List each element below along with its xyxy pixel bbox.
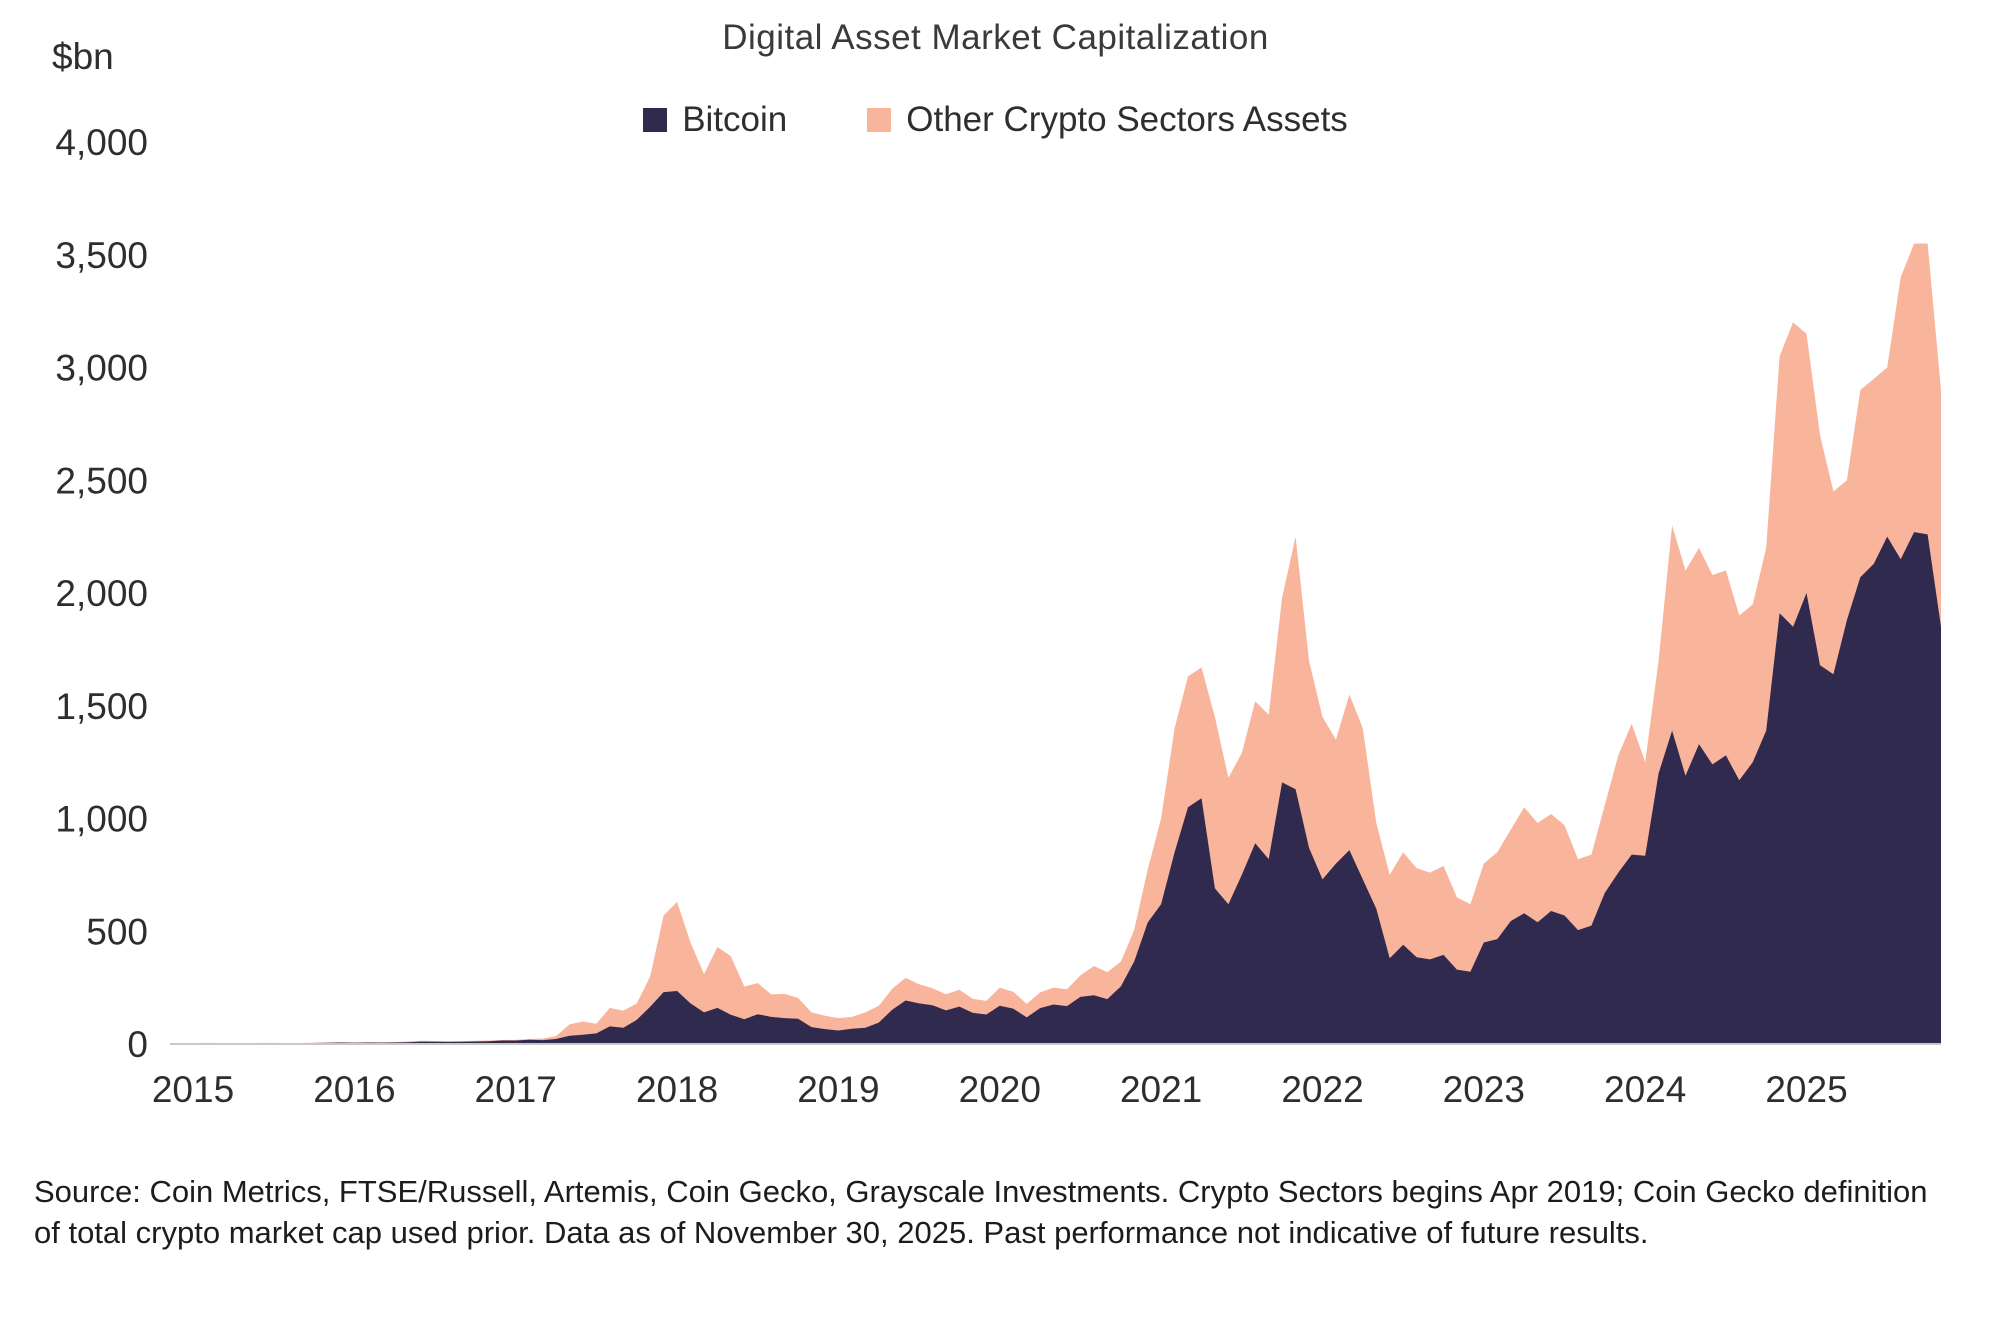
y-tick-label: 0 [127,1024,148,1065]
y-tick-label: 1,000 [55,799,148,840]
other-crypto-area [193,243,1941,1044]
chart-title: Digital Asset Market Capitalization [722,18,1269,57]
y-tick-label: 1,500 [55,686,148,727]
chart-legend: Bitcoin Other Crypto Sectors Assets [0,100,1991,140]
y-tick-label: 3,500 [55,235,148,276]
y-axis-unit-label: $bn [52,36,114,77]
x-tick-label: 2022 [1281,1069,1363,1110]
y-tick-label: 500 [86,911,148,952]
x-tick-label: 2019 [797,1069,879,1110]
legend-label-other-crypto: Other Crypto Sectors Assets [906,100,1348,139]
legend-item-other-crypto: Other Crypto Sectors Assets [867,100,1348,140]
x-tick-label: 2021 [1120,1069,1202,1110]
x-tick-label: 2015 [152,1069,234,1110]
x-tick-label: 2016 [313,1069,395,1110]
y-tick-label: 2,000 [55,573,148,614]
y-tick-label: 4,000 [55,122,148,163]
x-tick-label: 2025 [1765,1069,1847,1110]
x-tick-label: 2018 [636,1069,718,1110]
source-note: Source: Coin Metrics, FTSE/Russell, Arte… [34,1174,1928,1250]
x-tick-label: 2017 [475,1069,557,1110]
x-tick-label: 2023 [1443,1069,1525,1110]
y-tick-label: 3,000 [55,348,148,389]
bitcoin-area [193,532,1941,1044]
y-tick-label: 2,500 [55,460,148,501]
x-tick-label: 2024 [1604,1069,1686,1110]
other-crypto-swatch-icon [867,108,892,132]
bitcoin-swatch-icon [643,108,668,132]
legend-label-bitcoin: Bitcoin [682,100,788,139]
legend-item-bitcoin: Bitcoin [643,100,787,140]
x-tick-label: 2020 [959,1069,1041,1110]
